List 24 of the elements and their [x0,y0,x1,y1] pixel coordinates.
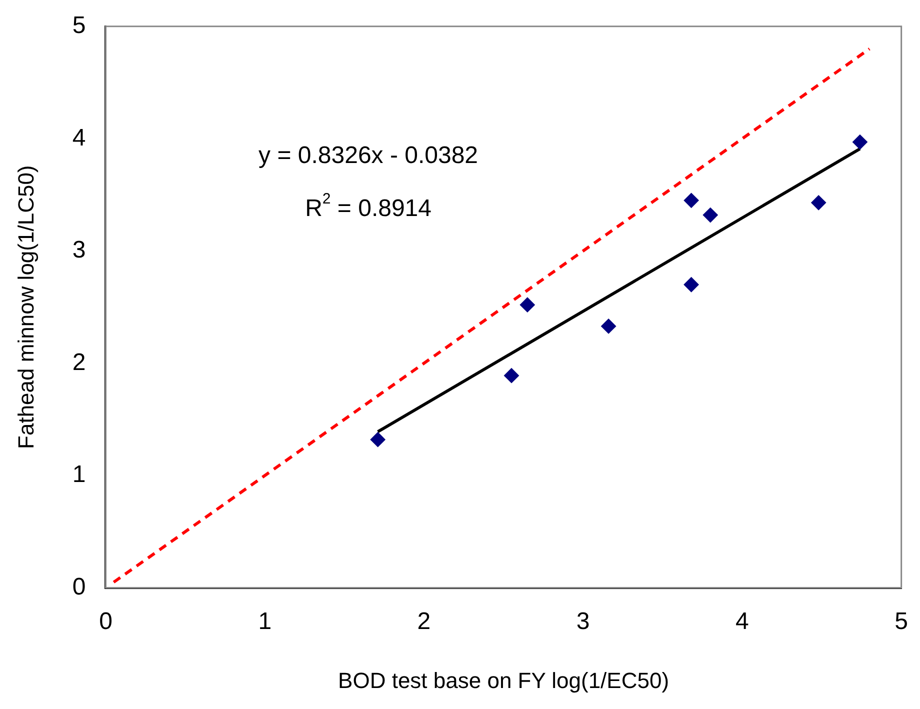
point [504,368,519,384]
annotation: y = 0.8326x - 0.0382 [258,142,478,170]
x-tick-label: 3 [576,608,590,635]
x-axis-title: BOD test base on FY log(1/EC50) [338,668,670,693]
x-tick-label: 2 [417,608,431,635]
y-tick-label: 3 [72,236,86,264]
x-tick-label: 1 [258,608,272,635]
y-tick-label: 0 [72,573,86,600]
x-tick-label: 0 [99,608,112,635]
point [370,432,386,448]
y-axis-title: Fathead minnow log(1/LC50) [13,165,38,449]
x-tick-label: 4 [736,608,749,635]
point [520,297,535,312]
y-tick-label: 1 [72,461,86,488]
x-tick-label: 5 [894,608,908,635]
y-tick-label: 5 [72,12,86,40]
y-tick-label: 4 [72,124,86,152]
point [684,192,699,208]
point [702,208,718,223]
point [684,277,699,292]
point [601,318,616,334]
point [811,195,826,210]
point [852,134,868,150]
y-tick-label: 2 [72,348,86,376]
